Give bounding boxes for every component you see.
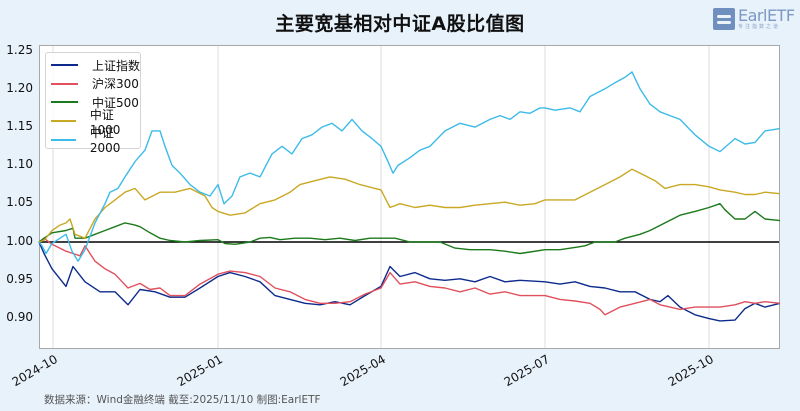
logo-mark-icon <box>713 8 735 30</box>
y-tick-label: 0.95 <box>6 272 33 286</box>
logo-subtitle: 专注指数之道 <box>738 24 781 30</box>
plot-area <box>39 45 780 349</box>
legend-label: 中证1000 <box>89 107 121 137</box>
y-tick-label: 1.20 <box>6 81 33 95</box>
legend-swatch <box>51 101 78 104</box>
legend-label: 上证指数 <box>92 58 141 73</box>
legend-item-csi2000: 中证2000 <box>46 126 140 155</box>
y-tick-label: 1.15 <box>6 119 33 133</box>
chart-title: 主要宽基相对中证A股比值图 <box>275 13 525 35</box>
source-footer: 数据来源：Wind金融终端 截至:2025/11/10 制图:EarlETF <box>44 394 321 406</box>
legend-label: 中证2000 <box>89 126 121 156</box>
series-line <box>38 237 781 316</box>
series-line <box>38 168 781 243</box>
y-tick-label: 1.25 <box>6 43 33 57</box>
logo-text: EarlETF <box>738 6 795 25</box>
legend-item-csi500: 中证500 <box>46 93 140 112</box>
vertical-gridlines <box>52 46 710 348</box>
earletf-logo: EarlETF 专注指数之道 <box>713 6 795 32</box>
y-tick-label: 1.00 <box>6 234 33 248</box>
legend-label: 沪深300 <box>92 77 139 92</box>
series-lines <box>38 71 781 322</box>
legend-swatch <box>51 120 76 123</box>
series-line <box>38 202 781 255</box>
y-tick-label: 1.05 <box>6 195 33 209</box>
legend-label: 中证500 <box>92 95 139 110</box>
legend-swatch <box>51 82 78 85</box>
legend-swatch <box>51 64 78 67</box>
series-line <box>38 241 781 322</box>
y-tick-label: 1.10 <box>6 157 33 171</box>
legend: 上证指数 沪深300 中证500 中证1000 中证2000 <box>45 52 141 155</box>
legend-item-sse: 上证指数 <box>46 56 140 75</box>
legend-item-csi300: 沪深300 <box>46 75 140 94</box>
legend-item-csi1000: 中证1000 <box>46 108 140 137</box>
series-line <box>38 71 781 262</box>
y-tick-label: 0.90 <box>6 310 33 324</box>
legend-swatch <box>51 138 76 141</box>
